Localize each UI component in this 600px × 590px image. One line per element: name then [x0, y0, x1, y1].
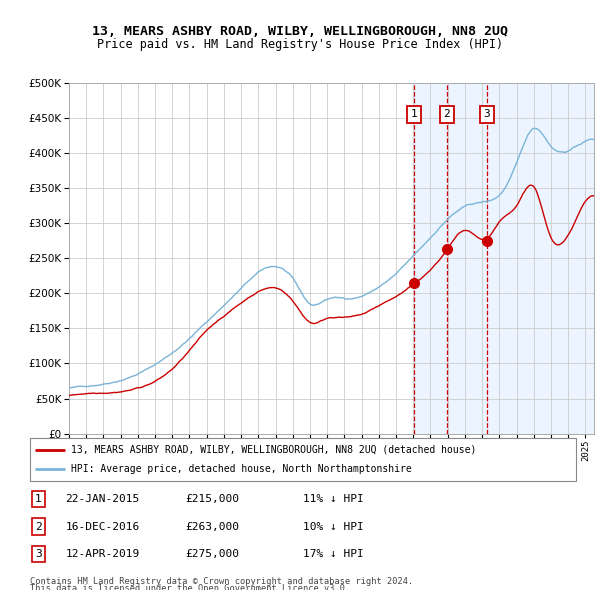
Text: £215,000: £215,000: [185, 494, 239, 504]
Text: £263,000: £263,000: [185, 522, 239, 532]
Text: HPI: Average price, detached house, North Northamptonshire: HPI: Average price, detached house, Nort…: [71, 464, 412, 474]
Text: 2: 2: [443, 109, 451, 119]
Bar: [414, 83, 594, 434]
Text: 1: 1: [35, 494, 41, 504]
Text: 3: 3: [35, 549, 41, 559]
Text: 16-DEC-2016: 16-DEC-2016: [65, 522, 140, 532]
FancyBboxPatch shape: [30, 438, 576, 481]
Text: 1: 1: [411, 109, 418, 119]
Text: 13, MEARS ASHBY ROAD, WILBY, WELLINGBOROUGH, NN8 2UQ (detached house): 13, MEARS ASHBY ROAD, WILBY, WELLINGBORO…: [71, 445, 476, 455]
Text: 10% ↓ HPI: 10% ↓ HPI: [303, 522, 364, 532]
Text: 17% ↓ HPI: 17% ↓ HPI: [303, 549, 364, 559]
Text: 13, MEARS ASHBY ROAD, WILBY, WELLINGBOROUGH, NN8 2UQ: 13, MEARS ASHBY ROAD, WILBY, WELLINGBORO…: [92, 25, 508, 38]
Text: £275,000: £275,000: [185, 549, 239, 559]
Text: This data is licensed under the Open Government Licence v3.0.: This data is licensed under the Open Gov…: [30, 584, 350, 590]
Text: 2: 2: [35, 522, 41, 532]
Text: 3: 3: [484, 109, 490, 119]
Text: Contains HM Land Registry data © Crown copyright and database right 2024.: Contains HM Land Registry data © Crown c…: [30, 577, 413, 586]
Text: Price paid vs. HM Land Registry's House Price Index (HPI): Price paid vs. HM Land Registry's House …: [97, 38, 503, 51]
Text: 11% ↓ HPI: 11% ↓ HPI: [303, 494, 364, 504]
Text: 22-JAN-2015: 22-JAN-2015: [65, 494, 140, 504]
Text: 12-APR-2019: 12-APR-2019: [65, 549, 140, 559]
